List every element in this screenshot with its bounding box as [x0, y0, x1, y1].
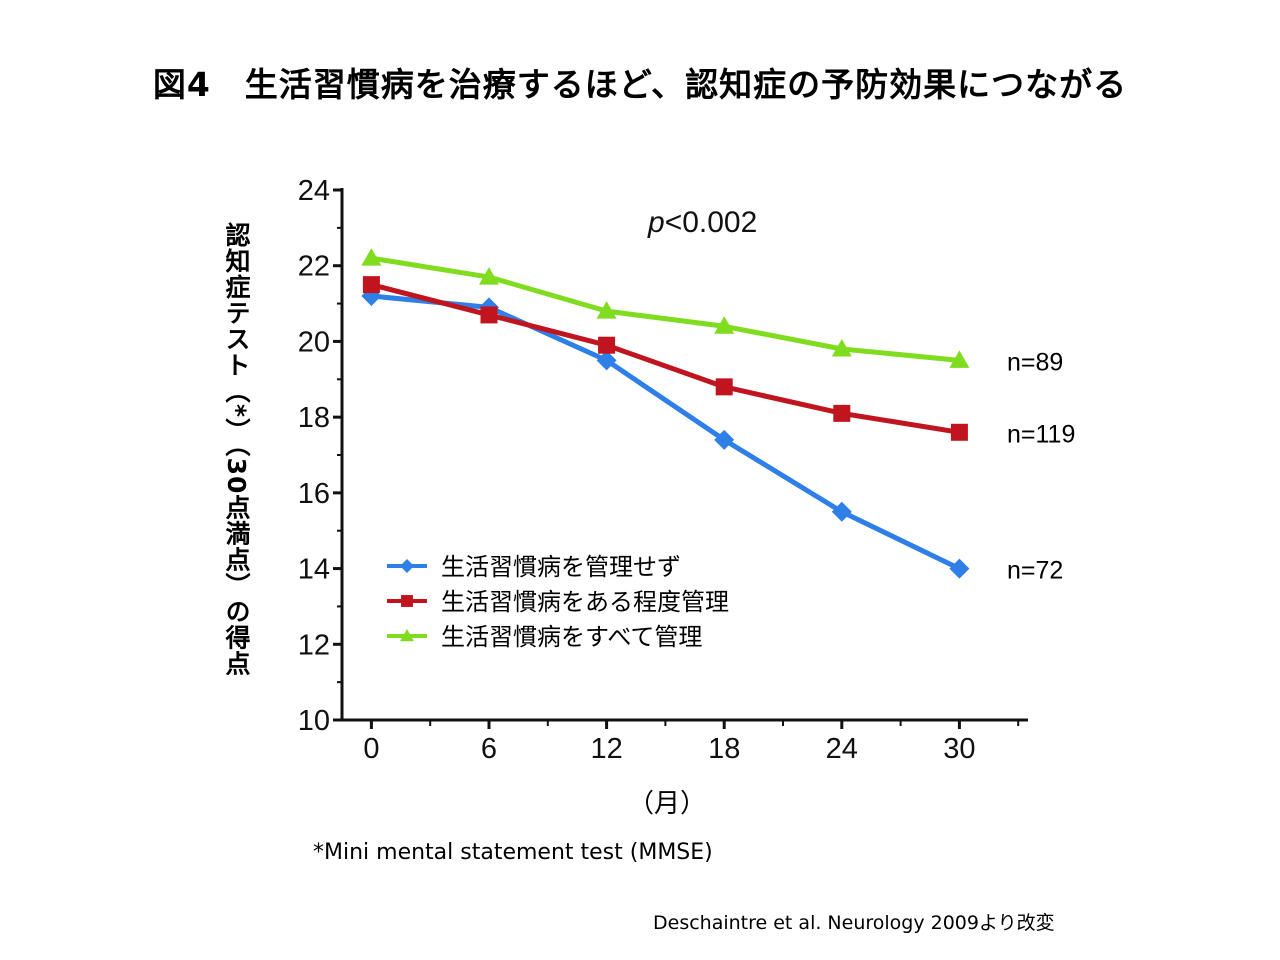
data-point-1	[949, 558, 970, 579]
data-point-3	[596, 301, 617, 319]
legend-label-1: 生活習慣病を管理せず	[441, 553, 681, 581]
data-point-3	[949, 350, 970, 368]
data-point-2	[362, 276, 380, 294]
legend-marker-1	[400, 559, 414, 573]
legend-label-3: 生活習慣病をすべて管理	[441, 623, 702, 651]
y-tick-label: 10	[298, 705, 330, 737]
series-line-2	[370, 282, 960, 435]
data-point-3	[714, 316, 735, 334]
y-tick-label: 24	[298, 175, 330, 207]
n-label-3: n=89	[1007, 348, 1063, 376]
legend-label-2: 生活習慣病をある程度管理	[441, 588, 729, 616]
x-axis-label: （月）	[628, 789, 707, 819]
series-line-1	[371, 293, 961, 571]
data-point-3	[479, 267, 499, 285]
x-tick-label: 12	[590, 733, 622, 765]
x-tick-label: 30	[943, 733, 975, 765]
data-point-3	[361, 248, 382, 266]
data-point-2	[833, 404, 851, 422]
legend-marker-3	[400, 629, 414, 642]
data-point-2	[598, 336, 616, 354]
x-tick-label: 24	[826, 733, 858, 765]
x-tick-label: 6	[481, 733, 497, 765]
footnote: *Mini mental statement test (MMSE)	[313, 840, 713, 865]
data-point-2	[480, 306, 498, 324]
data-point-1	[714, 429, 735, 450]
source-citation: Deschaintre et al. Neurology 2009より改変	[653, 912, 1055, 934]
n-label-1: n=72	[1007, 557, 1063, 585]
data-point-2	[950, 423, 968, 441]
y-tick-label: 16	[298, 478, 330, 510]
y-tick-label: 22	[298, 251, 330, 283]
data-point-3	[831, 339, 852, 357]
y-tick-label: 18	[298, 402, 330, 434]
data-point-2	[715, 378, 733, 396]
p-value-annotation: p<0.002	[647, 206, 757, 239]
y-tick-label: 12	[298, 629, 330, 661]
data-point-1	[596, 350, 617, 371]
y-tick-label: 14	[298, 554, 330, 586]
x-tick-label: 18	[708, 733, 740, 765]
y-axis-label: 認知症テスト（*）（30点満点）の得点	[222, 222, 251, 677]
page-title: 図4 生活習慣病を治療するほど、認知症の予防効果につながる	[152, 65, 1128, 104]
n-label-2: n=119	[1007, 420, 1075, 448]
data-point-1	[831, 501, 852, 522]
series-line-3	[371, 255, 960, 363]
x-tick-label: 0	[363, 733, 379, 765]
legend-marker-2	[401, 595, 413, 607]
y-tick-label: 20	[298, 326, 330, 358]
